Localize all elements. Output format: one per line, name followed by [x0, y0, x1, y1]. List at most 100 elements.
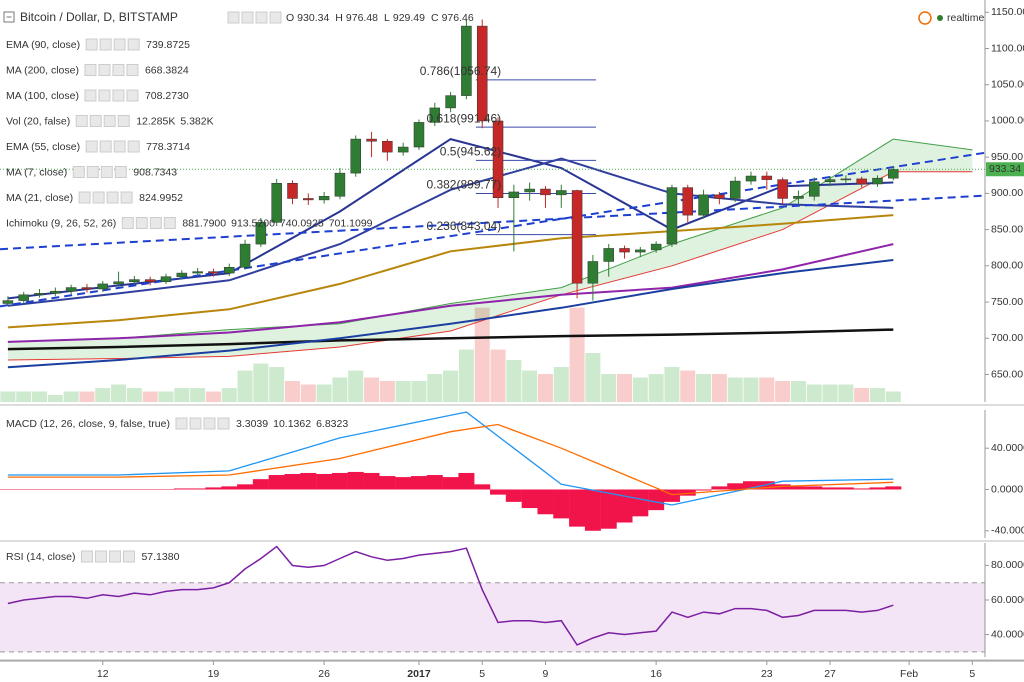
- legend-gear-button[interactable]: [135, 217, 148, 229]
- volume-bar: [838, 384, 854, 402]
- legend-plus-button[interactable]: [113, 140, 126, 153]
- fib-label: 0.5(945.62): [440, 145, 501, 159]
- histogram-bar: [885, 486, 902, 490]
- header-button[interactable]: [255, 11, 268, 24]
- header-button[interactable]: [269, 11, 282, 24]
- volume-bar: [0, 391, 16, 402]
- legend-gear-button[interactable]: [92, 191, 105, 204]
- legend-close-button[interactable]: [126, 89, 139, 102]
- legend-plus-button[interactable]: [149, 217, 162, 229]
- histogram-bar: [616, 489, 633, 523]
- candle-body: [793, 196, 804, 199]
- ohlc-value: 976.48: [346, 12, 378, 24]
- candle-body: [413, 122, 425, 148]
- histogram-bar: [553, 489, 570, 519]
- legend-eye-button[interactable]: [84, 89, 97, 102]
- legend-plus-button[interactable]: [103, 115, 116, 127]
- legend-close-button[interactable]: [122, 550, 135, 563]
- candle-body: [872, 177, 883, 185]
- y-tick-label: 1150.00: [991, 6, 1024, 18]
- ohlc-value: 929.49: [393, 12, 425, 24]
- collapse-button[interactable]: [3, 11, 15, 23]
- legend-eye-button[interactable]: [80, 550, 93, 563]
- legend-close-button[interactable]: [217, 417, 230, 430]
- legend-close-button[interactable]: [126, 64, 139, 76]
- candle-body: [761, 175, 773, 180]
- candle-body: [714, 194, 725, 199]
- header-button[interactable]: [241, 11, 254, 24]
- histogram-bar: [695, 489, 712, 491]
- legend-plus-button[interactable]: [113, 38, 126, 51]
- volume-bar: [490, 349, 506, 402]
- legend-plus-button[interactable]: [203, 417, 216, 430]
- last-price-label: 933.34: [989, 163, 1021, 175]
- legend-name: MACD (12, 26, close, 9, false, true): [6, 418, 170, 430]
- legend-close-button[interactable]: [114, 166, 127, 178]
- legend-name: EMA (90, close): [6, 39, 80, 51]
- legend-gear-button[interactable]: [98, 64, 111, 76]
- legend-plus-button[interactable]: [100, 166, 113, 178]
- legend-eye-button[interactable]: [85, 38, 98, 51]
- legend-value: 708.2730: [145, 90, 189, 102]
- candle-body: [698, 194, 709, 216]
- legend-plus-button[interactable]: [112, 64, 125, 76]
- legend-close-button[interactable]: [127, 38, 140, 51]
- histogram-bar: [63, 489, 80, 490]
- histogram-bar: [237, 484, 254, 490]
- legend-close-button[interactable]: [120, 191, 133, 204]
- legend-eye-button[interactable]: [175, 417, 188, 430]
- legend-plus-button[interactable]: [106, 191, 119, 204]
- legend-gear-button[interactable]: [86, 166, 99, 178]
- candle-body: [382, 140, 393, 153]
- x-tick-label: 16: [650, 668, 662, 680]
- candle-body: [650, 243, 662, 251]
- fib-label: 0.786(1056.74): [420, 64, 501, 78]
- header-button[interactable]: [227, 11, 240, 24]
- volume-bar: [269, 367, 285, 402]
- candle-body: [81, 287, 93, 290]
- legend-close-button[interactable]: [127, 140, 140, 153]
- legend-eye-button[interactable]: [75, 115, 88, 127]
- candle-body: [666, 187, 678, 245]
- legend-eye-button[interactable]: [78, 191, 91, 204]
- legend-gear-button[interactable]: [98, 89, 111, 102]
- y-tick-label: 700.00: [991, 332, 1023, 344]
- candle-body: [445, 95, 456, 109]
- volume-bar: [617, 374, 633, 402]
- legend-value: 668.3824: [145, 64, 189, 76]
- legend-plus-button[interactable]: [112, 89, 125, 102]
- volume-bar: [63, 391, 79, 402]
- candle-body: [729, 180, 741, 199]
- volume-bar: [869, 388, 885, 402]
- y-tick-label: 60.0000: [991, 594, 1024, 606]
- candle-body: [587, 261, 599, 284]
- y-tick-label: 80.0000: [991, 559, 1024, 571]
- histogram-bar: [284, 474, 301, 490]
- legend-eye-button[interactable]: [84, 64, 97, 76]
- rsi-band: [0, 582, 985, 652]
- y-tick-label: 1000.00: [991, 115, 1024, 127]
- legend-gear-button[interactable]: [89, 115, 102, 127]
- histogram-bar: [837, 487, 854, 490]
- volume-bar: [332, 377, 348, 402]
- legend-close-button[interactable]: [117, 115, 130, 127]
- histogram-bar: [869, 487, 886, 490]
- legend-gear-button[interactable]: [99, 38, 112, 51]
- legend-plus-button[interactable]: [108, 550, 121, 563]
- volume-bar: [522, 370, 538, 402]
- candle-body: [856, 178, 867, 185]
- legend-eye-button[interactable]: [85, 140, 98, 153]
- legend-gear-button[interactable]: [99, 140, 112, 153]
- back-layer: [0, 0, 1024, 665]
- candle-body: [619, 248, 630, 253]
- legend-gear-button[interactable]: [189, 417, 202, 430]
- legend-gear-button[interactable]: [94, 550, 107, 563]
- histogram-bar: [363, 472, 380, 490]
- legend-eye-button[interactable]: [121, 217, 134, 229]
- ohlc-value: 976.46: [442, 12, 474, 24]
- y-tick-label: 950.00: [991, 151, 1023, 163]
- legend-close-button[interactable]: [163, 217, 176, 229]
- volume-bar: [506, 360, 522, 402]
- legend-eye-button[interactable]: [72, 166, 85, 178]
- histogram-bar: [94, 489, 111, 490]
